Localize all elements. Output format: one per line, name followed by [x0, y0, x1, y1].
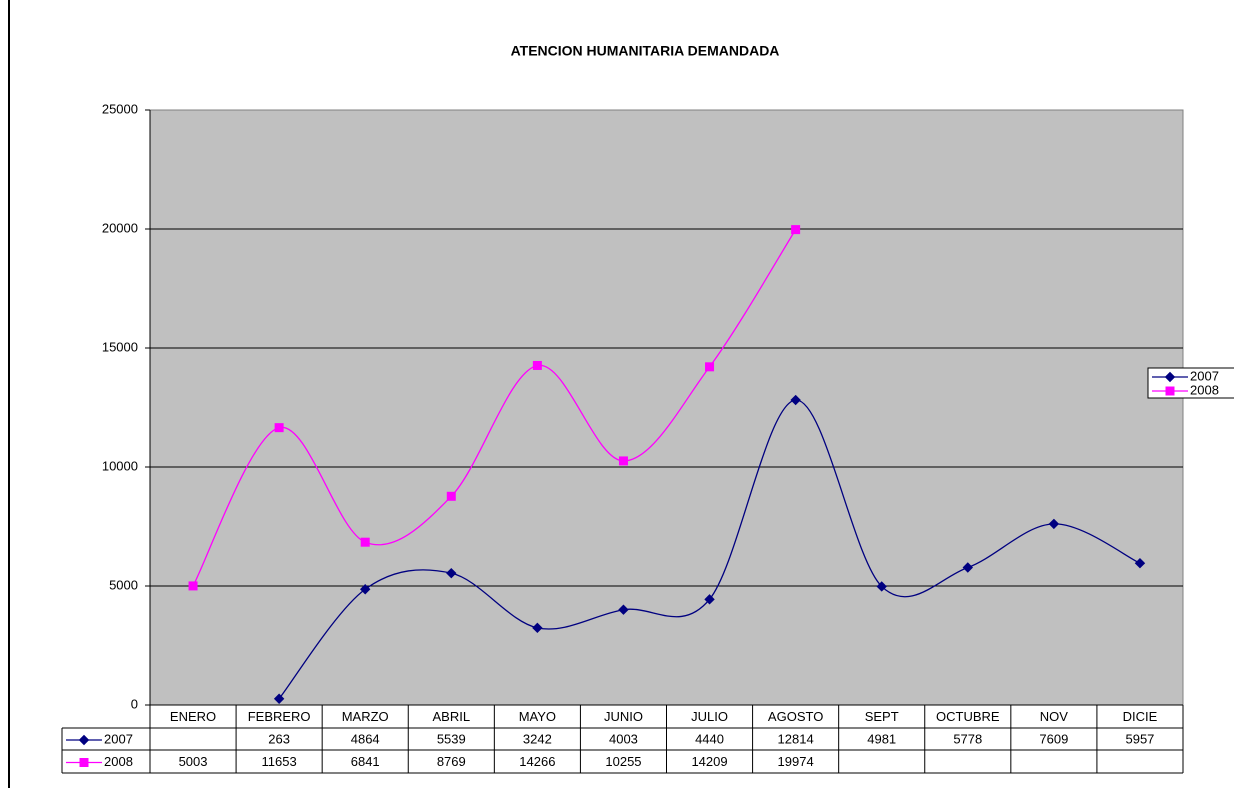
marker [1134, 558, 1146, 569]
table-value: 5539 [437, 731, 466, 746]
legend-label: 2008 [1190, 382, 1219, 397]
table-value: 263 [268, 731, 290, 746]
table-value: 7609 [1039, 731, 1068, 746]
x-tick-label: ENERO [170, 709, 216, 724]
marker [791, 225, 801, 235]
y-tick-label: 15000 [102, 339, 138, 354]
marker [532, 622, 543, 634]
table-value: 10255 [605, 754, 641, 769]
table-value: 11653 [262, 754, 297, 769]
marker [705, 362, 715, 372]
x-tick-label: NOV [1040, 709, 1069, 724]
y-tick-label: 10000 [102, 458, 138, 473]
marker [962, 562, 973, 573]
table-value: 3242 [523, 731, 552, 746]
marker [446, 491, 456, 501]
table-series-name: 2008 [104, 754, 133, 769]
marker [532, 360, 542, 370]
table-value: 19974 [778, 754, 814, 769]
table-value: 5003 [179, 754, 208, 769]
marker [273, 693, 285, 704]
table-value: 14266 [519, 754, 555, 769]
x-tick-label: MARZO [342, 709, 389, 724]
marker [360, 537, 370, 547]
table-series-name: 2007 [104, 731, 133, 746]
chart-title: ATENCION HUMANITARIA DEMANDADA [511, 43, 780, 59]
marker [618, 456, 628, 466]
y-tick-label: 5000 [109, 577, 138, 592]
x-tick-label: FEBRERO [248, 709, 311, 724]
marker [790, 394, 801, 406]
marker [876, 581, 887, 592]
marker [1164, 371, 1176, 383]
legend-box [1147, 367, 1234, 399]
x-tick-label: JULIO [691, 709, 728, 724]
marker [446, 567, 457, 579]
x-tick-label: SEPT [865, 709, 899, 724]
table-value: 14209 [691, 754, 727, 769]
marker [704, 594, 715, 605]
table-value: 6841 [351, 754, 380, 769]
table-value: 4440 [695, 731, 724, 746]
x-tick-label: AGOSTO [768, 709, 823, 724]
marker [274, 423, 284, 433]
marker [1165, 386, 1175, 396]
table-value: 12814 [778, 731, 814, 746]
x-tick-label: DICIE [1123, 709, 1158, 724]
y-tick-label: 20000 [102, 220, 138, 235]
marker [79, 758, 89, 767]
x-tick-label: ABRIL [433, 709, 471, 724]
table-value: 4981 [867, 731, 896, 746]
y-tick-label: 0 [131, 696, 138, 711]
table-value: 5778 [953, 731, 982, 746]
y-tick-label: 25000 [102, 101, 138, 116]
x-tick-label: MAYO [519, 709, 556, 724]
marker [188, 581, 198, 591]
table-value: 4003 [609, 731, 638, 746]
table-value: 5957 [1125, 731, 1154, 746]
legend-label: 2007 [1190, 368, 1219, 383]
series-line [278, 399, 1141, 700]
x-tick-label: JUNIO [604, 709, 643, 724]
marker [618, 604, 629, 615]
x-tick-label: OCTUBRE [936, 709, 1000, 724]
marker [78, 734, 90, 746]
table-value: 8769 [437, 754, 466, 769]
marker [1048, 518, 1060, 530]
table-value: 4864 [351, 731, 380, 746]
marker [360, 584, 371, 595]
